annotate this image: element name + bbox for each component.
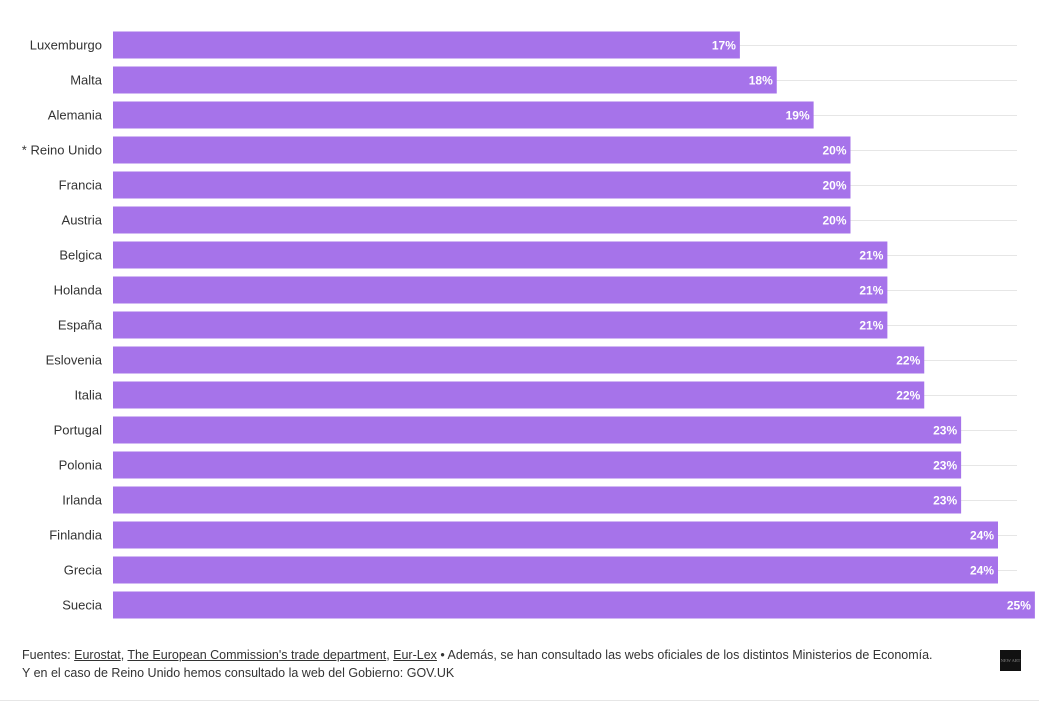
- sources-separator: ,: [120, 648, 128, 662]
- value-label: 20%: [822, 214, 846, 228]
- value-label: 19%: [786, 109, 810, 123]
- category-label: Irlanda: [62, 493, 103, 508]
- category-label: Belgica: [59, 248, 102, 263]
- bottom-divider: [0, 700, 1039, 701]
- category-label: Alemania: [48, 108, 103, 123]
- source-link-eurostat[interactable]: Eurostat: [74, 648, 121, 662]
- category-label: Francia: [59, 178, 103, 193]
- value-label: 24%: [970, 564, 994, 578]
- bar: [113, 171, 851, 199]
- bar: [113, 241, 888, 269]
- category-label: Eslovenia: [46, 353, 103, 368]
- bar: [113, 416, 962, 444]
- sources-line-1: Fuentes: Eurostat, The European Commissi…: [22, 646, 982, 664]
- category-label: Grecia: [64, 563, 103, 578]
- value-label: 22%: [896, 354, 920, 368]
- category-label: Suecia: [62, 598, 103, 613]
- value-label: 20%: [822, 144, 846, 158]
- sources-separator: ,: [386, 648, 394, 662]
- value-label: 18%: [749, 74, 773, 88]
- source-link-eur-lex[interactable]: Eur-Lex: [393, 648, 437, 662]
- brand-logo: NEW ART: [1000, 650, 1021, 671]
- value-label: 23%: [933, 459, 957, 473]
- value-label: 25%: [1007, 599, 1031, 613]
- bar-chart: Luxemburgo 17% Malta 18% Alemania 19% * Reino …: [22, 31, 1035, 619]
- value-label: 21%: [859, 249, 883, 263]
- bar: [113, 31, 740, 59]
- bar: [113, 101, 814, 129]
- bar: [113, 136, 851, 164]
- brand-logo-text: NEW ART: [1000, 658, 1021, 663]
- category-label: * Reino Unido: [22, 143, 102, 158]
- chart-svg: Luxemburgo 17% Malta 18% Alemania 19% * Reino …: [22, 31, 1035, 619]
- value-label: 20%: [822, 179, 846, 193]
- category-label: Austria: [62, 213, 103, 228]
- bar: [113, 346, 925, 374]
- value-label: 21%: [859, 319, 883, 333]
- bar: [113, 451, 962, 479]
- bar: [113, 66, 777, 94]
- category-label: Finlandia: [49, 528, 103, 543]
- category-label: Polonia: [59, 458, 103, 473]
- bar: [113, 381, 925, 409]
- value-label: 23%: [933, 494, 957, 508]
- value-label: 21%: [859, 284, 883, 298]
- bar: [113, 276, 888, 304]
- source-link-european-commission[interactable]: The European Commission's trade departme…: [127, 648, 387, 662]
- sources-prefix: Fuentes:: [22, 648, 75, 662]
- value-label: 23%: [933, 424, 957, 438]
- bar: [113, 556, 998, 584]
- category-label: Holanda: [54, 283, 103, 298]
- value-label: 24%: [970, 529, 994, 543]
- bar: [113, 311, 888, 339]
- sources-line-2: Y en el caso de Reino Unido hemos consul…: [22, 666, 455, 680]
- bar: [113, 486, 962, 514]
- value-label: 22%: [896, 389, 920, 403]
- value-label: 17%: [712, 39, 736, 53]
- category-label: Portugal: [54, 423, 103, 438]
- bar: [113, 591, 1035, 619]
- category-label: Luxemburgo: [30, 38, 102, 53]
- bar: [113, 206, 851, 234]
- sources-footer: Fuentes: Eurostat, The European Commissi…: [22, 646, 982, 682]
- category-label: Italia: [75, 388, 103, 403]
- bar: [113, 521, 998, 549]
- sources-note: • Además, se han consultado las webs ofi…: [436, 648, 933, 662]
- category-label: Malta: [70, 73, 103, 88]
- category-label: España: [58, 318, 103, 333]
